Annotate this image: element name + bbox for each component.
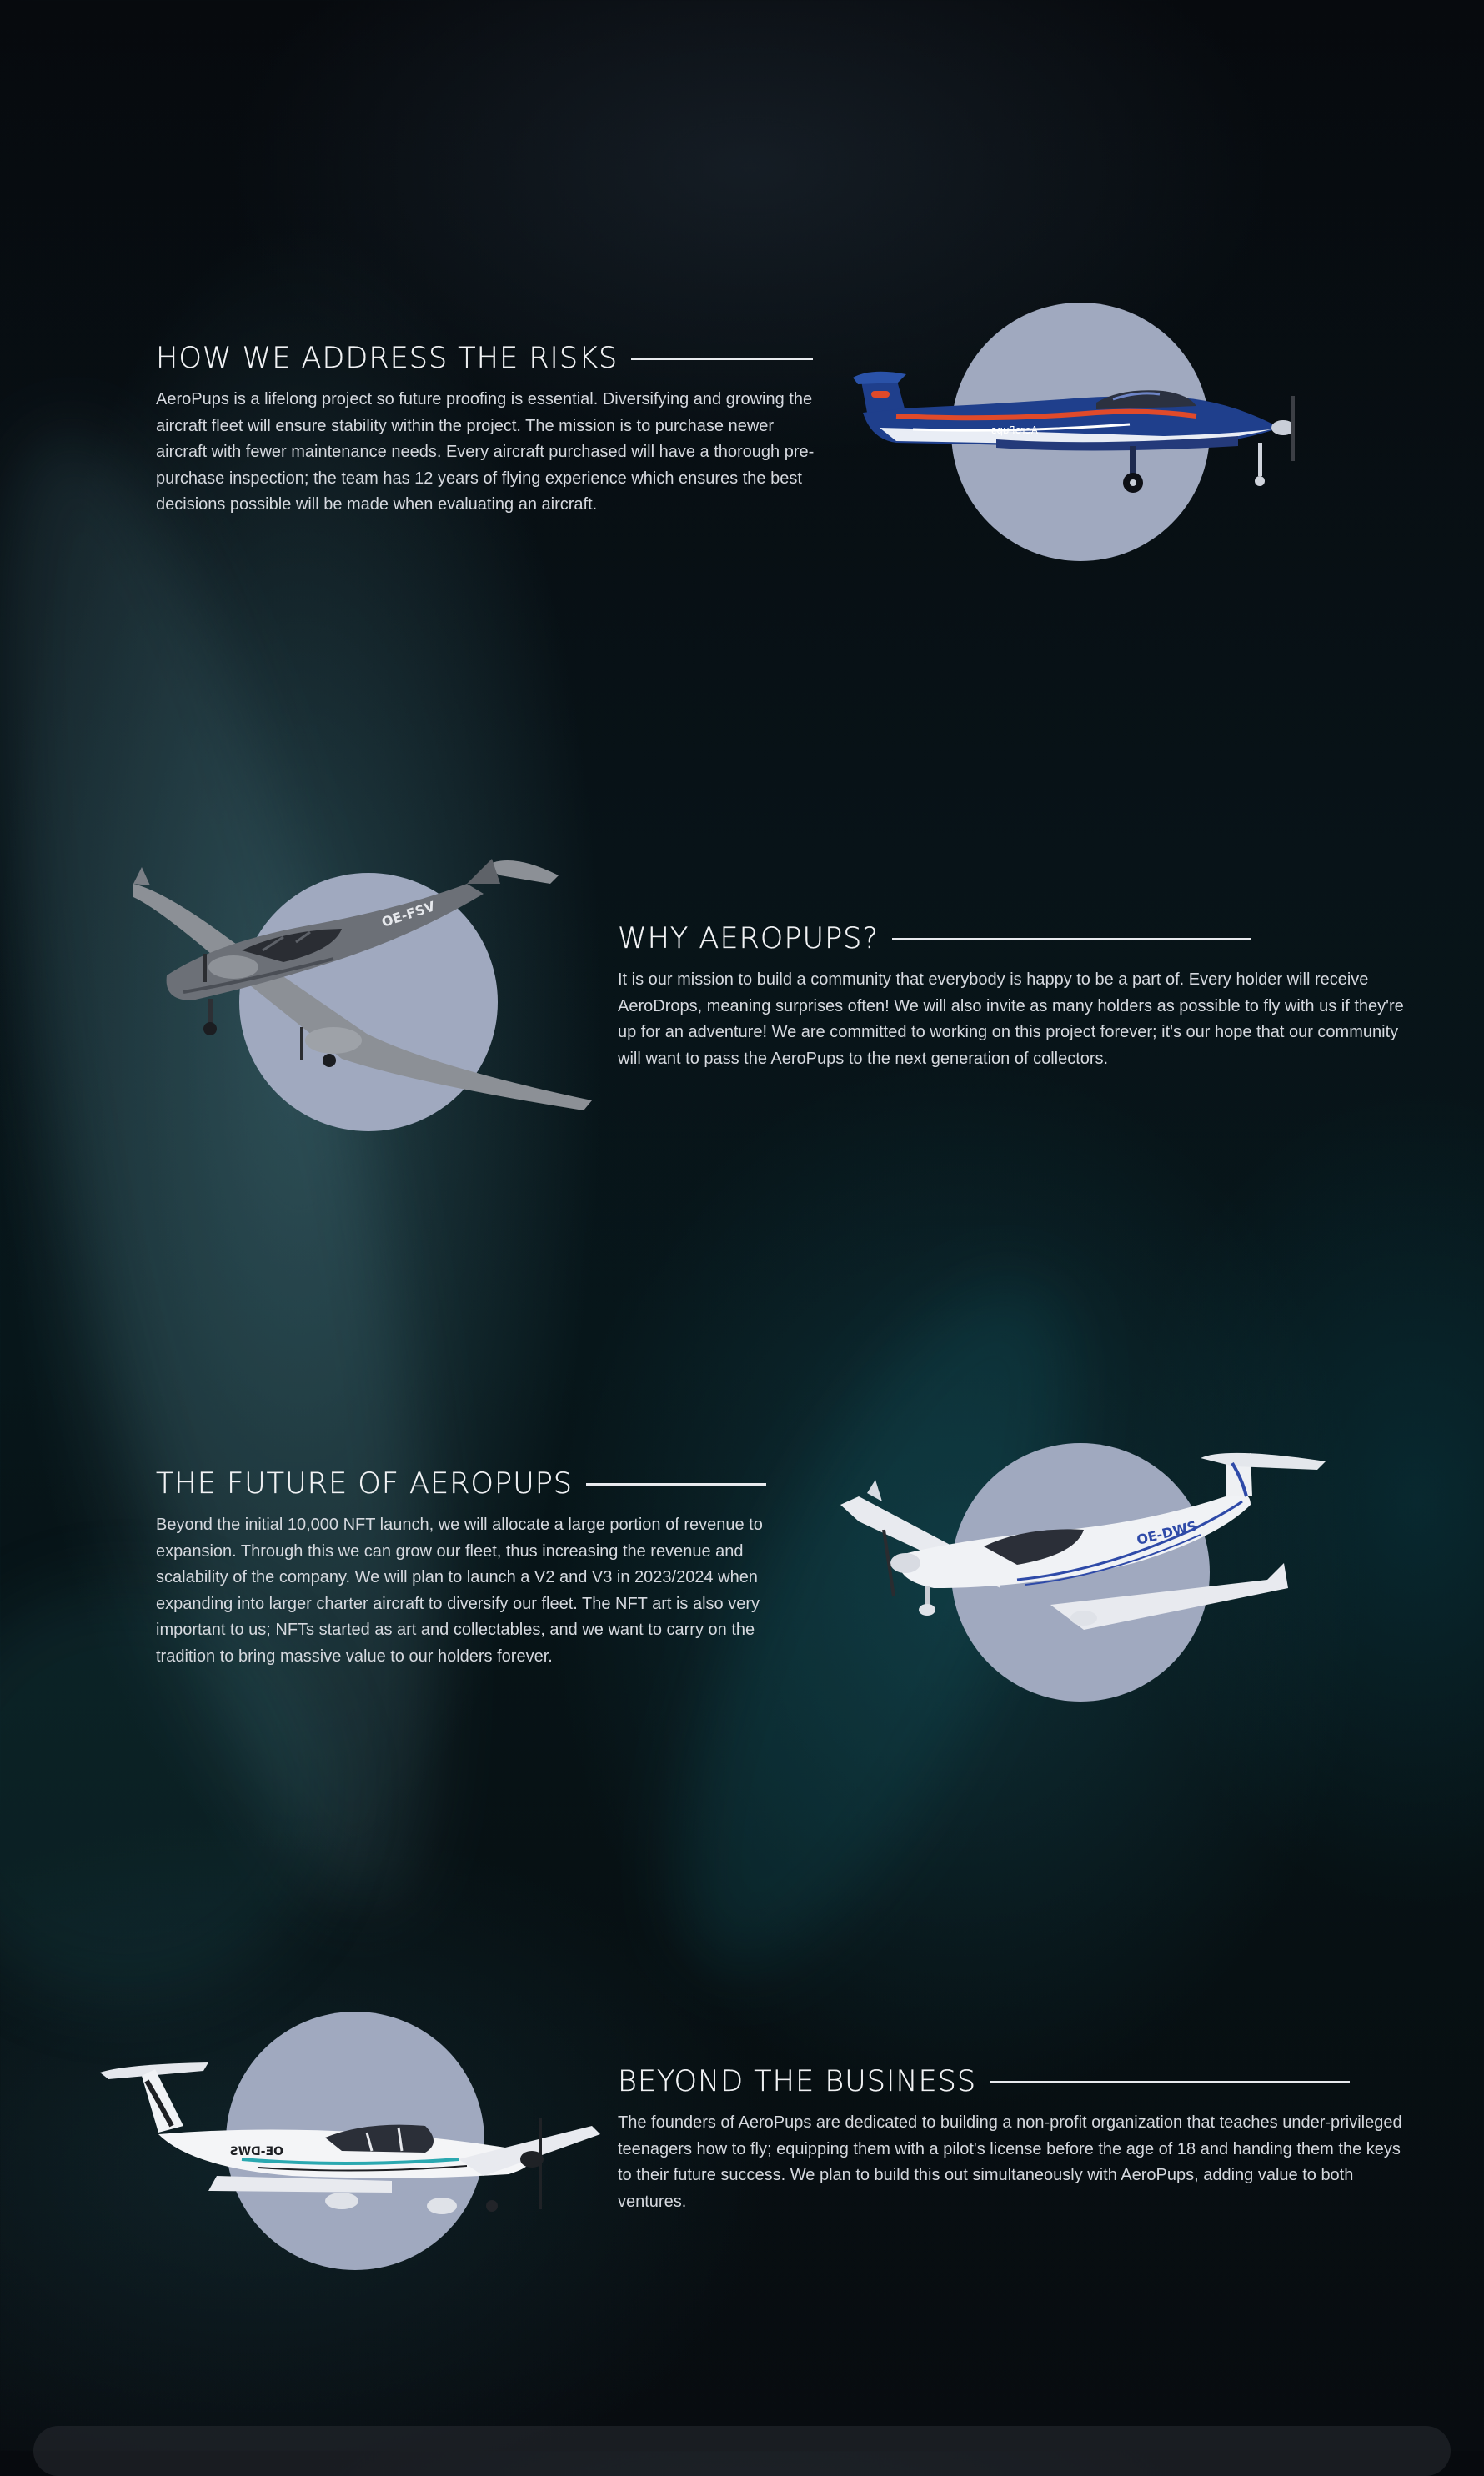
heading-divider <box>990 2080 1351 2083</box>
heading-row: HOW WE ADDRESS THE RISKS <box>156 342 823 375</box>
svg-text:AeroPups: AeroPups <box>991 424 1038 436</box>
section-beyond-business: OE-DWS BEYOND THE BUSINESS The founders … <box>0 2001 1484 2301</box>
blue-propeller-aircraft-icon: AeroPups <box>853 371 1295 493</box>
heading-row: THE FUTURE OF AEROPUPS <box>156 1467 806 1501</box>
section-future-aeropups: THE FUTURE OF AEROPUPS Beyond the initia… <box>0 1434 1484 1717</box>
svg-text:OE-DWS: OE-DWS <box>230 2145 283 2158</box>
section-visual: AeroPups <box>834 300 1467 600</box>
section-visual: OE-DWS <box>834 1434 1467 1734</box>
gray-twin-engine-aircraft-icon: OE-FSV <box>133 859 592 1110</box>
section-heading: THE FUTURE OF AEROPUPS <box>156 1467 574 1501</box>
heading-divider <box>586 1482 767 1486</box>
section-visual: OE-DWS <box>92 2001 725 2301</box>
heading-divider <box>891 937 1251 940</box>
section-text: WHY AEROPUPS? It is our mission to build… <box>618 922 1410 1072</box>
section-heading: HOW WE ADDRESS THE RISKS <box>156 342 619 375</box>
section-body: The founders of AeroPups are dedicated t… <box>618 2113 1402 2211</box>
section-heading: WHY AEROPUPS? <box>618 922 879 955</box>
section-address-risks: HOW WE ADDRESS THE RISKS AeroPups is a l… <box>0 300 1484 567</box>
section-body: Beyond the initial 10,000 NFT launch, we… <box>156 1516 763 1666</box>
heading-divider <box>631 357 814 360</box>
footer-panel <box>33 2426 1451 2476</box>
section-text: HOW WE ADDRESS THE RISKS AeroPups is a l… <box>156 342 823 519</box>
section-text: BEYOND THE BUSINESS The founders of Aero… <box>618 2065 1410 2215</box>
heading-row: WHY AEROPUPS? <box>618 922 1410 955</box>
white-single-engine-aircraft-icon: OE-DWS <box>840 1452 1326 1630</box>
section-why-aeropups: OE-FSV WHY AEROPUPS? It is our mission t… <box>0 842 1484 1159</box>
section-visual: OE-FSV <box>117 842 750 1142</box>
heading-row: BEYOND THE BUSINESS <box>618 2065 1410 2098</box>
section-heading: BEYOND THE BUSINESS <box>618 2065 977 2098</box>
section-text: THE FUTURE OF AEROPUPS Beyond the initia… <box>156 1467 806 1670</box>
section-body: AeroPups is a lifelong project so future… <box>156 390 815 514</box>
section-body: It is our mission to build a community t… <box>618 970 1404 1068</box>
white-trainer-aircraft-icon: OE-DWS <box>100 2062 600 2214</box>
